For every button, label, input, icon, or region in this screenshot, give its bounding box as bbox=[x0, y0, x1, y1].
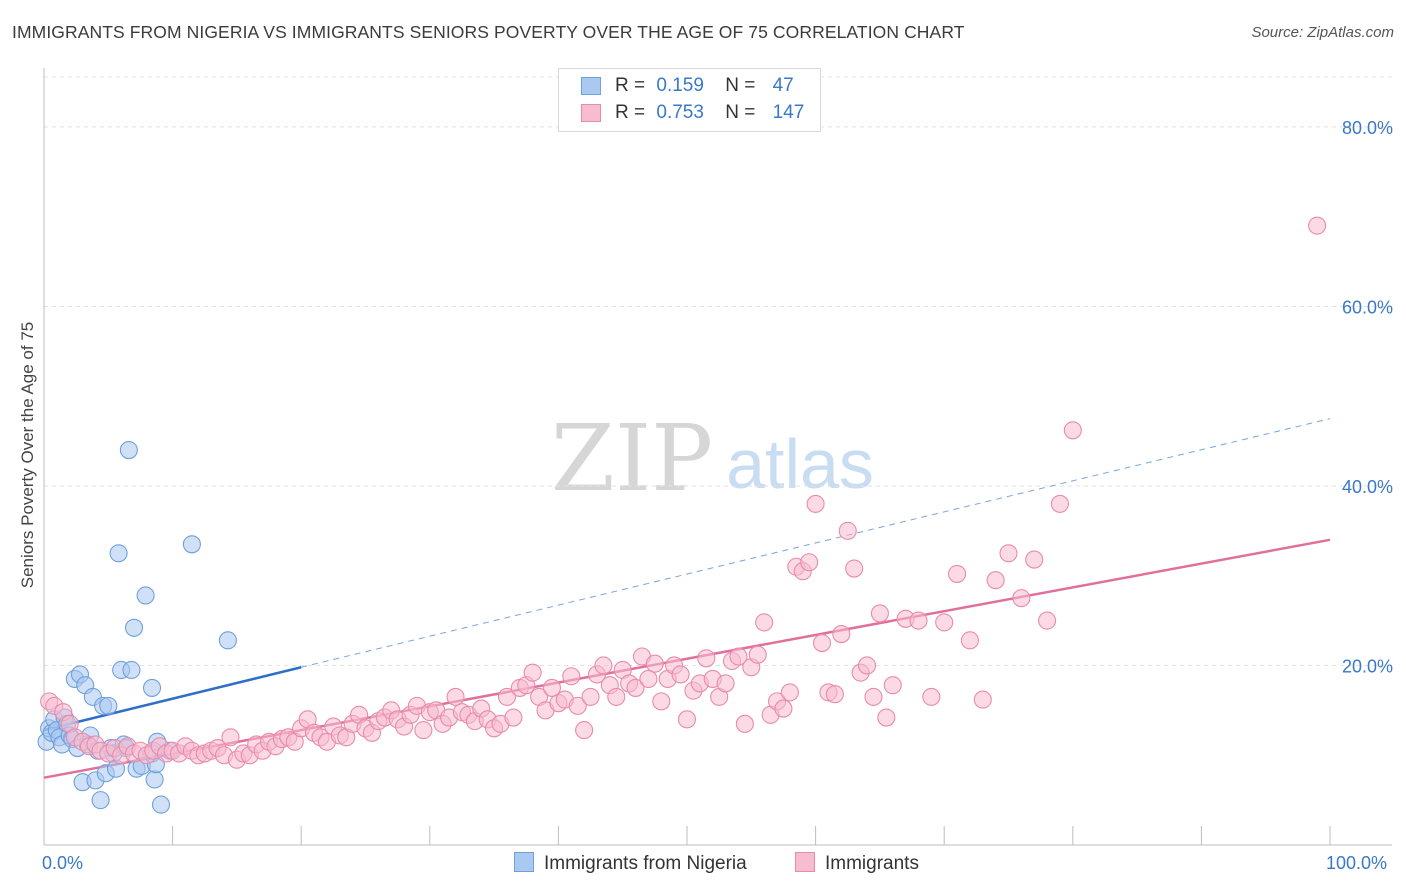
immigrants-point bbox=[729, 647, 748, 666]
immigrants-point bbox=[948, 564, 967, 583]
nigeria-point bbox=[142, 678, 162, 697]
immigrants-point bbox=[999, 544, 1018, 563]
immigrants-point bbox=[1038, 611, 1057, 630]
immigrants-point bbox=[594, 656, 613, 675]
immigrants-point bbox=[986, 571, 1005, 590]
immigrants-point bbox=[1025, 550, 1044, 569]
immigrants-point bbox=[523, 663, 542, 682]
legend-r-value-nigeria: 0.159 bbox=[656, 75, 704, 96]
immigrants-point bbox=[832, 625, 851, 644]
nigeria-point bbox=[151, 795, 171, 814]
immigrants-point bbox=[639, 669, 658, 688]
legend-swatch-immigrants bbox=[581, 104, 601, 122]
nigeria-point bbox=[119, 441, 138, 460]
bottom-legend-swatch-immigrants bbox=[795, 852, 815, 872]
immigrants-point bbox=[671, 665, 690, 684]
immigrants-point bbox=[626, 678, 645, 697]
immigrants-point bbox=[414, 721, 433, 740]
nigeria-trend-line bbox=[43, 666, 302, 732]
legend-n-value-nigeria: 47 bbox=[772, 75, 794, 96]
immigrants-point bbox=[864, 687, 883, 706]
bottom-legend-label-nigeria: Immigrants from Nigeria bbox=[544, 853, 747, 874]
immigrants-point bbox=[857, 656, 877, 675]
immigrants-point bbox=[568, 696, 587, 715]
nigeria-point bbox=[109, 544, 128, 563]
bottom-legend-swatch-nigeria bbox=[514, 852, 534, 872]
source-label: Source: ZipAtlas.com bbox=[1251, 24, 1394, 41]
immigrants-point bbox=[652, 692, 671, 711]
immigrants-point bbox=[960, 631, 979, 650]
immigrants-point bbox=[883, 676, 902, 695]
immigrants-point bbox=[812, 633, 832, 653]
immigrants-point bbox=[748, 645, 767, 664]
immigrants-point bbox=[562, 667, 581, 686]
watermark-zip: ZIP bbox=[551, 405, 713, 512]
chart-title: IMMIGRANTS FROM NIGERIA VS IMMIGRANTS SE… bbox=[12, 22, 965, 42]
immigrants-point bbox=[935, 613, 954, 632]
immigrants-point bbox=[221, 728, 240, 747]
immigrants-point bbox=[877, 708, 896, 727]
nigeria-point bbox=[182, 535, 201, 554]
nigeria-point bbox=[91, 791, 110, 810]
immigrants-point bbox=[755, 613, 774, 632]
immigrants-point bbox=[446, 687, 465, 706]
immigrants-point bbox=[542, 678, 562, 697]
nigeria-trend-extension bbox=[301, 418, 1331, 668]
x-tick-max: 100.0% bbox=[1326, 853, 1388, 873]
immigrants-point bbox=[581, 687, 600, 706]
immigrants-point bbox=[716, 674, 735, 693]
immigrants-point bbox=[607, 687, 626, 706]
immigrants-point bbox=[1012, 589, 1031, 608]
nigeria-point bbox=[145, 770, 164, 789]
immigrants-point bbox=[697, 649, 716, 668]
y-tick-label: 20.0% bbox=[1342, 656, 1393, 676]
immigrants-point bbox=[1063, 421, 1082, 440]
correlation-legend: R = 0.159 N = 47 R = 0.753 N = 147 bbox=[558, 68, 821, 132]
bottom-legend-nigeria: Immigrants from Nigeria bbox=[514, 852, 747, 875]
legend-swatch-nigeria bbox=[581, 77, 601, 95]
nigeria-point bbox=[136, 586, 155, 605]
immigrants-point bbox=[735, 714, 754, 733]
immigrants-point bbox=[973, 690, 992, 709]
nigeria-point bbox=[124, 618, 144, 637]
legend-n-value-immigrants: 147 bbox=[772, 102, 805, 123]
x-tick-min: 0.0% bbox=[42, 853, 84, 873]
immigrants-point bbox=[1308, 216, 1327, 235]
immigrants-point bbox=[780, 683, 799, 702]
immigrants-point bbox=[922, 687, 941, 706]
immigrants-point bbox=[774, 699, 793, 718]
watermark-atlas: atlas bbox=[726, 425, 874, 503]
nigeria-point bbox=[218, 631, 237, 650]
immigrants-point bbox=[806, 494, 825, 513]
legend-r-value-immigrants: 0.753 bbox=[656, 102, 704, 123]
bottom-legend-immigrants: Immigrants bbox=[795, 852, 919, 875]
legend-n-label: N = bbox=[725, 75, 756, 96]
legend-n-label: N = bbox=[725, 102, 756, 123]
immigrants-point bbox=[645, 654, 664, 673]
immigrants-point bbox=[800, 553, 819, 572]
immigrants-point bbox=[845, 559, 864, 578]
immigrants-point bbox=[870, 604, 889, 623]
nigeria-point bbox=[99, 696, 118, 715]
immigrants-point bbox=[1050, 494, 1069, 513]
immigrants-point bbox=[504, 708, 523, 727]
immigrants-point bbox=[575, 721, 594, 740]
immigrants-point bbox=[825, 685, 844, 704]
bottom-legend-label-immigrants: Immigrants bbox=[825, 853, 919, 874]
y-tick-label: 80.0% bbox=[1342, 118, 1393, 138]
y-tick-label: 60.0% bbox=[1342, 297, 1393, 317]
immigrants-point bbox=[909, 611, 928, 630]
immigrants-point bbox=[838, 521, 857, 540]
immigrants-point bbox=[677, 710, 697, 729]
nigeria-point bbox=[122, 660, 141, 680]
legend-r-label: R = bbox=[615, 102, 646, 123]
legend-r-label: R = bbox=[615, 75, 646, 96]
y-tick-label: 40.0% bbox=[1342, 477, 1393, 497]
immigrants-point bbox=[497, 687, 517, 706]
